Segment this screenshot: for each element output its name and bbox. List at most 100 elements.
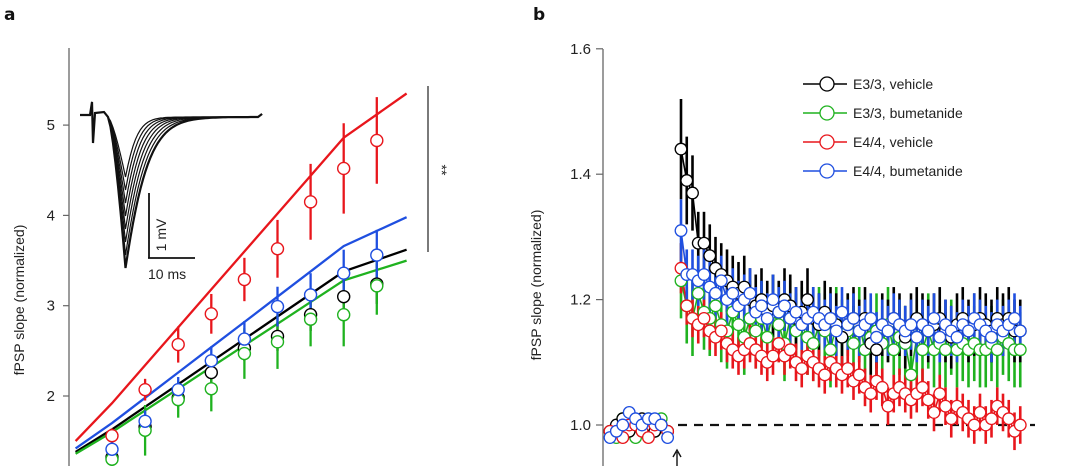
data-point	[370, 279, 384, 293]
data-point	[337, 266, 351, 280]
data-point	[204, 382, 219, 396]
data-point	[921, 393, 935, 407]
data-point	[204, 307, 219, 321]
fpsp-trace	[80, 101, 263, 178]
data-point	[864, 387, 878, 401]
data-point	[939, 343, 952, 357]
data-point	[887, 343, 901, 357]
data-point	[204, 365, 219, 380]
panel-b: 1.0 1.2 1.4 1.6 fPSP slope (normalized) E3/…	[528, 41, 1035, 466]
data-point	[674, 224, 688, 238]
data-point	[962, 324, 975, 338]
data-point	[973, 406, 987, 419]
data-point	[1002, 412, 1016, 426]
data-point	[772, 318, 786, 332]
data-point	[881, 399, 895, 413]
data-point	[881, 324, 895, 338]
data-point	[933, 387, 947, 401]
fpsp-trace	[80, 101, 263, 256]
data-point	[875, 380, 889, 394]
data-point	[686, 186, 699, 200]
data-point	[337, 308, 351, 322]
panel-b-y-tick-label: 1.6	[570, 41, 591, 58]
scale-bar-voltage-label: 1 mV	[153, 218, 169, 251]
data-point	[697, 268, 711, 281]
legend-item: E3/3, bumetanide	[803, 105, 963, 121]
data-point	[171, 337, 185, 352]
data-point	[270, 335, 285, 349]
data-point	[795, 362, 809, 376]
data-point	[824, 311, 837, 325]
data-point	[921, 324, 935, 338]
data-point	[801, 293, 814, 307]
data-point	[841, 362, 855, 376]
data-point	[818, 368, 832, 382]
panel-a-data	[74, 92, 408, 466]
data-point	[709, 286, 722, 300]
data-point	[916, 380, 929, 394]
scale-bar-time-label: 10 ms	[148, 266, 186, 282]
panel-a-y-tick-label: 2	[47, 388, 55, 405]
data-point	[703, 249, 717, 263]
data-point	[691, 286, 705, 300]
panel-a-inset-traces	[80, 101, 263, 269]
legend-label: E4/4, bumetanide	[853, 163, 963, 179]
data-point	[939, 399, 952, 413]
panel-a-y-tick-label: 4	[47, 207, 55, 224]
data-point	[680, 299, 694, 313]
legend-label: E3/3, vehicle	[853, 76, 933, 92]
data-point	[714, 274, 728, 288]
data-point	[927, 406, 941, 419]
data-point	[337, 289, 351, 304]
panel-b-y-ticks: 1.0 1.2 1.4 1.6	[570, 41, 603, 434]
data-point	[680, 174, 694, 187]
data-point	[806, 337, 820, 350]
data-point	[933, 330, 947, 344]
data-point	[105, 429, 119, 443]
data-point	[370, 133, 384, 148]
legend-label: E4/4, vehicle	[853, 134, 933, 150]
data-point	[778, 299, 791, 313]
data-point	[847, 337, 860, 350]
data-point	[755, 299, 768, 313]
data-point	[1013, 324, 1027, 338]
legend-marker	[819, 105, 835, 121]
data-point	[967, 418, 981, 432]
data-point	[732, 318, 745, 332]
data-point	[864, 311, 878, 325]
data-point	[303, 195, 318, 209]
data-point	[697, 236, 711, 250]
panel-a-y-ticks: 2 3 4 5	[47, 117, 69, 405]
legend-item: E4/4, bumetanide	[803, 163, 963, 179]
data-point	[870, 343, 883, 357]
data-point	[337, 161, 351, 176]
data-point	[910, 330, 924, 344]
data-point	[674, 142, 688, 156]
data-point	[852, 368, 866, 382]
data-point	[783, 343, 797, 357]
data-point	[204, 354, 219, 368]
panel-a-letter: a	[4, 5, 15, 25]
data-point	[237, 332, 252, 346]
fit-line	[74, 92, 408, 442]
data-point	[985, 412, 998, 426]
data-point	[847, 311, 860, 325]
stimulus-arrow	[672, 448, 682, 466]
legend-marker	[819, 76, 835, 92]
scale-bar: 1 mV 10 ms	[148, 193, 195, 282]
panel-b-y-axis-label: fPSP slope (normalized)	[528, 210, 544, 361]
legend-item: E4/4, vehicle	[803, 134, 933, 150]
data-point	[105, 442, 119, 456]
data-point	[944, 412, 958, 426]
legend: E3/3, vehicle E3/3, bumetanide E4/4, vehic…	[803, 76, 963, 179]
data-point	[760, 330, 774, 344]
data-point	[789, 305, 803, 319]
data-point	[772, 337, 786, 350]
data-point	[138, 382, 152, 397]
data-point	[616, 418, 630, 432]
data-point	[709, 299, 722, 313]
data-point	[270, 299, 285, 314]
data-point	[766, 293, 780, 307]
